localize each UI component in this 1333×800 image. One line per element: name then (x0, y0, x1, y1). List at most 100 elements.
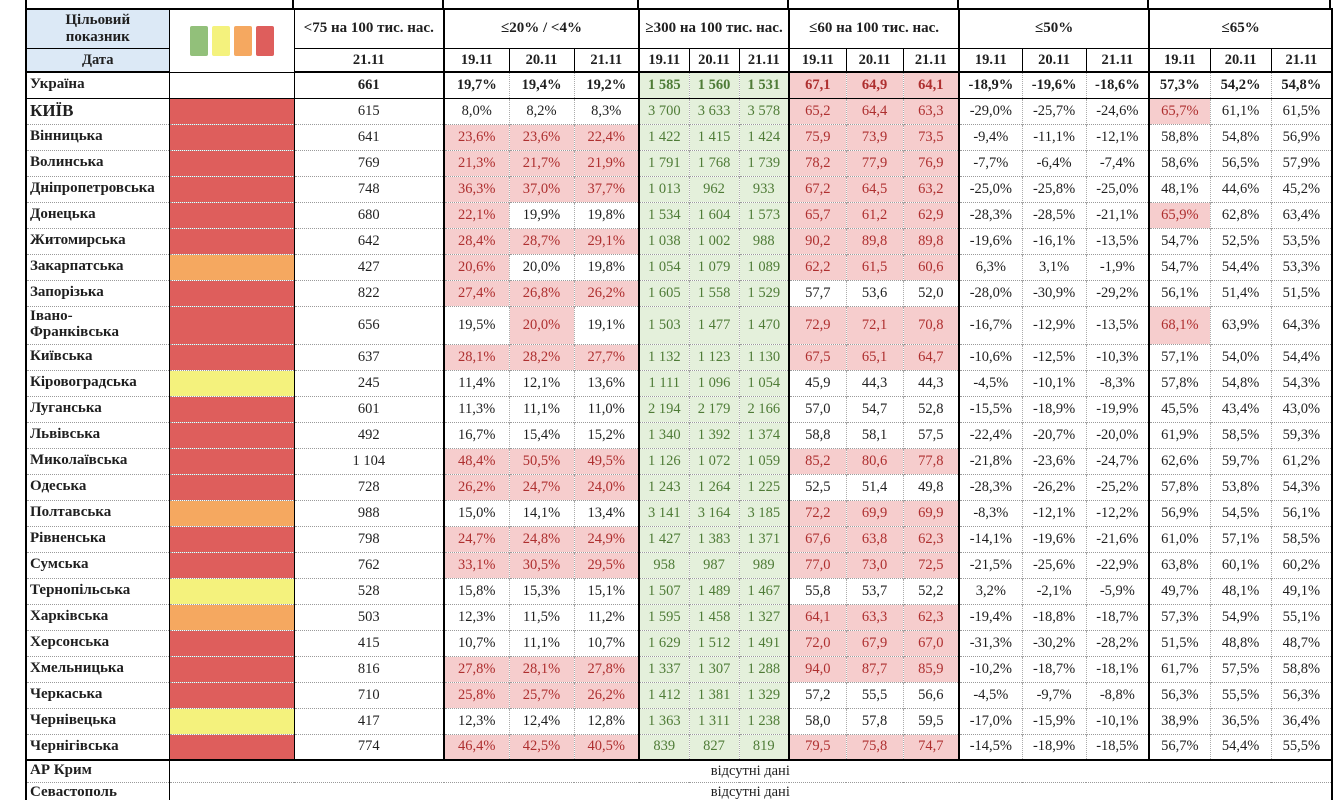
n60-value-cell: 67,1 (788, 71, 847, 99)
table-row: Хмельницька 816 27,8% 28,1% 27,8% 1 337 … (26, 655, 1333, 682)
p65-value-cell: 54,7% (1148, 227, 1211, 254)
region-name: Хмельницька (26, 655, 169, 682)
p20-value-cell: 24,9% (573, 525, 640, 552)
n60-value-cell: 72,9 (788, 305, 847, 344)
p65-value-cell: 61,9% (1148, 421, 1211, 448)
p65-value-cell: 36,5% (1209, 707, 1272, 734)
status-cell (168, 681, 294, 708)
p50-value-cell: -18,5% (1085, 733, 1150, 760)
n60-value-cell: 49,8 (902, 473, 960, 500)
region-name: Запорізька (26, 279, 169, 306)
p50-value-cell: -7,7% (958, 149, 1023, 176)
p50-value-cell: -22,4% (958, 421, 1023, 448)
p65-value-cell: 55,5% (1209, 681, 1272, 708)
p50-value-cell: -15,5% (958, 395, 1023, 422)
p65-value-cell: 57,8% (1148, 369, 1211, 396)
p65-value-cell: 56,9% (1148, 499, 1211, 526)
p65-value-cell: 56,1% (1148, 279, 1211, 306)
n300-value-cell: 1 422 (638, 123, 690, 150)
n60-value-cell: 61,2 (845, 201, 904, 228)
n300-value-cell: 1 427 (638, 525, 690, 552)
n60-value-cell: 59,5 (902, 707, 960, 734)
table-row: Луганська 601 11,3% 11,1% 11,0% 2 194 2 … (26, 395, 1333, 422)
date-cell: 19.11 (958, 48, 1023, 73)
p65-value-cell: 56,3% (1270, 681, 1333, 708)
table-row: Львівська 492 16,7% 15,4% 15,2% 1 340 1 … (26, 421, 1333, 448)
region-name: КИЇВ (26, 97, 169, 124)
p20-value-cell: 27,4% (443, 279, 509, 306)
n60-value-cell: 65,1 (845, 343, 904, 370)
p65-value-cell: 55,1% (1270, 603, 1333, 630)
p65-value-cell: 48,1% (1148, 175, 1211, 202)
p20-value-cell: 20,0% (508, 253, 574, 280)
status-cell (168, 71, 294, 99)
n300-value-cell: 1 604 (688, 201, 740, 228)
p50-value-cell: -31,3% (958, 629, 1023, 656)
n300-value-cell: 1 038 (638, 227, 690, 254)
n60-value-cell: 79,5 (788, 733, 847, 760)
n60-value-cell: 89,8 (902, 227, 960, 254)
n300-value-cell: 1 467 (738, 577, 790, 604)
c75-value-cell: 816 (293, 655, 444, 682)
n300-value-cell: 3 633 (688, 97, 740, 124)
p50-value-cell: -21,1% (1085, 201, 1150, 228)
p50-value-cell: -20,0% (1085, 421, 1150, 448)
p65-value-cell: 53,5% (1270, 227, 1333, 254)
region-name: Одеська (26, 473, 169, 500)
table-row: Донецька 680 22,1% 19,9% 19,8% 1 534 1 6… (26, 201, 1333, 228)
section-n60-header: ≤60 на 100 тис. нас. (788, 8, 960, 49)
p50-value-cell: -1,9% (1085, 253, 1150, 280)
date-cell: 21.11 (1270, 48, 1333, 73)
n60-value-cell: 77,0 (788, 551, 847, 578)
n60-value-cell: 44,3 (902, 369, 960, 396)
p65-value-cell: 56,3% (1148, 681, 1211, 708)
legend-red-swatch (255, 25, 274, 56)
n60-value-cell: 63,3 (902, 97, 960, 124)
date-cell: 21.11 (573, 48, 640, 73)
p20-value-cell: 11,4% (443, 369, 509, 396)
n60-value-cell: 58,1 (845, 421, 904, 448)
n60-value-cell: 57,5 (902, 421, 960, 448)
n60-value-cell: 94,0 (788, 655, 847, 682)
status-cell (168, 253, 294, 280)
c75-value-cell: 528 (293, 577, 444, 604)
p65-value-cell: 56,9% (1270, 123, 1333, 150)
n300-value-cell: 3 185 (738, 499, 790, 526)
n60-value-cell: 72,1 (845, 305, 904, 344)
status-cell (168, 525, 294, 552)
p50-value-cell: -9,7% (1021, 681, 1087, 708)
n60-value-cell: 52,2 (902, 577, 960, 604)
n300-value-cell: 1 079 (688, 253, 740, 280)
region-name: Чернігівська (26, 733, 169, 760)
date-cell: 21.11 (1085, 48, 1150, 73)
no-data-text: відсутні дані (168, 781, 1333, 800)
legend-yellow-swatch (211, 25, 230, 56)
date-cell: 19.11 (638, 48, 690, 73)
section-c75-header: <75 на 100 тис. нас. (293, 8, 444, 49)
c75-value-cell: 680 (293, 201, 444, 228)
c75-value-cell: 769 (293, 149, 444, 176)
region-name: Кіровоградська (26, 369, 169, 396)
c75-value-cell: 245 (293, 369, 444, 396)
p65-value-cell: 48,8% (1209, 629, 1272, 656)
region-name: Львівська (26, 421, 169, 448)
n300-value-cell: 1 381 (688, 681, 740, 708)
p20-value-cell: 42,5% (508, 733, 574, 760)
n300-value-cell: 839 (638, 733, 690, 760)
p20-value-cell: 27,7% (573, 343, 640, 370)
n300-value-cell: 1 054 (638, 253, 690, 280)
p65-value-cell: 61,5% (1270, 97, 1333, 124)
n60-value-cell: 64,1 (902, 71, 960, 99)
date-cell: 19.11 (443, 48, 509, 73)
n300-value-cell: 1 477 (688, 305, 740, 344)
p50-value-cell: -18,7% (1021, 655, 1087, 682)
status-cell (168, 447, 294, 474)
p20-value-cell: 24,8% (508, 525, 574, 552)
status-cell (168, 97, 294, 124)
no-data-row: Севастополь відсутні дані (26, 781, 1333, 800)
p65-value-cell: 55,5% (1270, 733, 1333, 760)
section-p20-header: ≤20% / <4% (442, 8, 640, 49)
p50-value-cell: -28,0% (958, 279, 1023, 306)
p65-value-cell: 56,5% (1209, 149, 1272, 176)
n60-value-cell: 67,9 (845, 629, 904, 656)
